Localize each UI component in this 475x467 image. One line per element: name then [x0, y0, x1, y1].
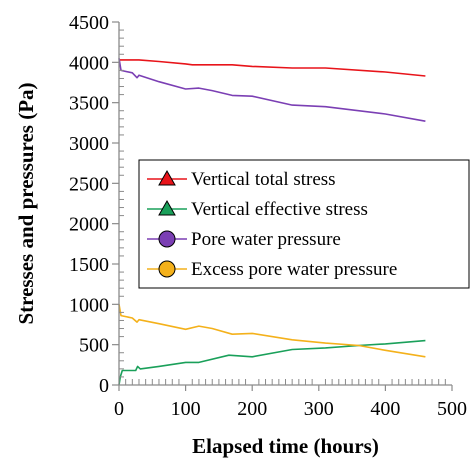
- legend-label-vertical-effective-stress: Vertical effective stress: [191, 199, 368, 220]
- y-tick-label: 1000: [69, 294, 109, 316]
- x-tick-label: 100: [171, 398, 201, 420]
- x-tick-label: 500: [437, 398, 467, 420]
- y-tick-label: 0: [99, 375, 109, 397]
- series-line-vertical-total-stress: [119, 59, 426, 77]
- x-tick-label: 300: [304, 398, 334, 420]
- legend-label-pore-water-pressure: Pore water pressure: [191, 229, 341, 250]
- series-line-pore-water-pressure: [118, 58, 426, 122]
- y-tick-label: 3000: [69, 133, 109, 155]
- y-tick-label: 2000: [69, 214, 109, 236]
- ticks-layer: 0 500 1000 1500 2000 2500 3000 3500 4000 4500 0 100…: [69, 12, 467, 420]
- y-tick-label: 2500: [69, 173, 109, 195]
- y-tick-label: 1500: [69, 254, 109, 276]
- y-tick-label: 500: [79, 335, 109, 357]
- legend-label-excess-pore-water-pressure: Excess pore water pressure: [191, 259, 397, 280]
- y-tick-label: 4500: [69, 12, 109, 34]
- x-axis-title: Elapsed time (hours): [192, 434, 379, 458]
- y-axis-title: Stresses and pressures (Pa): [14, 82, 38, 324]
- legend-marker-circle-pore-water-pressure: [158, 230, 176, 248]
- x-tick-label: 200: [237, 398, 267, 420]
- legend: Vertical total stress Vertical effective …: [138, 159, 470, 289]
- series-line-vertical-effective-stress: [118, 339, 426, 386]
- series-layer: [118, 58, 426, 386]
- y-tick-label: 3500: [69, 93, 109, 115]
- x-tick-label: 0: [114, 398, 124, 420]
- legend-marker-triangle-vertical-total-stress: [158, 169, 176, 186]
- legend-marker-circle-excess-pore-water-pressure: [158, 260, 176, 278]
- legend-label-vertical-total-stress: Vertical total stress: [191, 169, 336, 190]
- legend-marker-triangle-vertical-effective-stress: [158, 199, 176, 216]
- legend-box: [138, 159, 470, 289]
- series-line-excess-pore-water-pressure: [118, 304, 426, 358]
- y-tick-label: 4000: [69, 52, 109, 74]
- x-tick-label: 400: [370, 398, 400, 420]
